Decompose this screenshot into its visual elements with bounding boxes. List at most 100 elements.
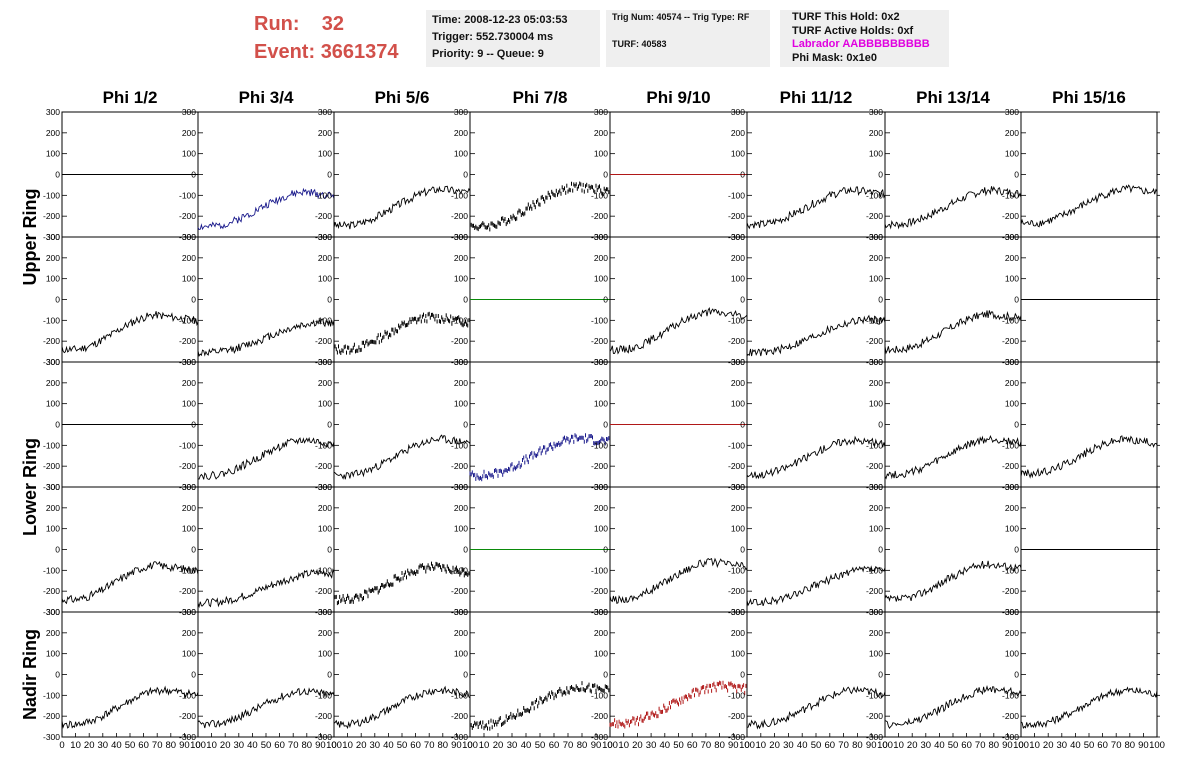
waveform-trace — [884, 685, 1022, 730]
panel-frame — [469, 361, 611, 488]
y-tick-label: -100 — [728, 315, 745, 325]
x-tick-label: 0 — [331, 740, 336, 751]
x-tick-label: 10 — [479, 740, 490, 751]
y-tick-label: 200 — [594, 253, 608, 263]
panel-frame — [197, 111, 335, 238]
x-tick-label: 40 — [111, 740, 122, 751]
y-tick-label: 100 — [454, 649, 468, 659]
x-tick-label: 70 — [288, 740, 299, 751]
event-label: Event: — [254, 41, 316, 63]
waveform-trace — [197, 187, 335, 231]
y-tick-label: -300 — [1002, 732, 1019, 742]
panel-frame — [61, 611, 199, 738]
y-tick-label: 0 — [740, 545, 745, 555]
y-tick-label: -100 — [451, 190, 468, 200]
x-tick-label: 90 — [866, 740, 877, 751]
x-tick-label: 90 — [1002, 740, 1013, 751]
waveform-trace — [333, 685, 471, 730]
y-tick-label: -100 — [866, 190, 883, 200]
panel-frame — [884, 236, 1022, 363]
panel-frame — [884, 361, 1022, 488]
y-tick-label: 100 — [594, 649, 608, 659]
y-tick-label: -200 — [451, 461, 468, 471]
y-tick-label: -200 — [866, 586, 883, 596]
y-tick-label: -100 — [728, 690, 745, 700]
x-tick-label: 70 — [975, 740, 986, 751]
x-tick-label: 10 — [1029, 740, 1040, 751]
x-tick-label: 10 — [756, 740, 767, 751]
y-tick-label: 300 — [182, 232, 196, 242]
waveform-trace — [746, 314, 886, 357]
y-tick-label: -100 — [1002, 190, 1019, 200]
time-text: Time: 2008-12-23 05:03:53 — [432, 14, 568, 26]
y-tick-label: 300 — [869, 357, 883, 367]
y-tick-label: 300 — [1005, 107, 1019, 117]
x-tick-label: 30 — [921, 740, 932, 751]
y-tick-label: -100 — [179, 440, 196, 450]
x-tick-label: 50 — [948, 740, 959, 751]
y-tick-label: -100 — [1002, 440, 1019, 450]
panel-frame — [61, 486, 199, 613]
y-tick-label: 0 — [1014, 295, 1019, 305]
y-tick-label: -100 — [451, 565, 468, 575]
y-tick-label: 200 — [454, 378, 468, 388]
y-tick-label: -100 — [315, 690, 332, 700]
panel-frame — [61, 236, 199, 363]
x-tick-label: 20 — [1043, 740, 1054, 751]
y-tick-label: -100 — [866, 690, 883, 700]
panel-frame — [884, 486, 1022, 613]
x-tick-label: 60 — [825, 740, 836, 751]
panel-frame — [469, 111, 611, 238]
y-tick-label: 200 — [594, 128, 608, 138]
y-tick-label: 200 — [46, 503, 60, 513]
x-tick-label: 20 — [632, 740, 643, 751]
y-tick-label: 300 — [454, 232, 468, 242]
waveform-trace — [197, 687, 335, 729]
y-tick-label: -200 — [866, 336, 883, 346]
y-tick-label: 300 — [46, 232, 60, 242]
waveform-trace — [1020, 686, 1158, 730]
x-tick-label: 90 — [315, 740, 326, 751]
waveform-trace — [197, 317, 335, 357]
panel-frame — [609, 486, 748, 613]
turf-active-text: TURF Active Holds: 0xf — [792, 24, 914, 37]
y-tick-label: 200 — [454, 503, 468, 513]
y-tick-label: 0 — [1014, 170, 1019, 180]
panel-frame — [333, 486, 471, 613]
y-tick-label: 300 — [454, 357, 468, 367]
y-tick-label: -100 — [43, 690, 60, 700]
y-tick-label: 200 — [454, 128, 468, 138]
y-tick-label: 300 — [454, 482, 468, 492]
x-tick-label: 10 — [893, 740, 904, 751]
y-tick-label: 100 — [454, 274, 468, 284]
y-tick-label: 200 — [182, 378, 196, 388]
y-tick-label: 200 — [1005, 378, 1019, 388]
y-tick-label: -100 — [451, 690, 468, 700]
phi-mask-text: Phi Mask: 0x1e0 — [792, 51, 877, 64]
x-tick-label: 40 — [1070, 740, 1081, 751]
x-tick-label: 60 — [410, 740, 421, 751]
x-tick-label: 40 — [660, 740, 671, 751]
y-tick-label: 300 — [318, 607, 332, 617]
waveform-trace — [884, 310, 1022, 355]
y-tick-label: 200 — [318, 253, 332, 263]
y-tick-label: 300 — [46, 107, 60, 117]
y-tick-label: 100 — [731, 649, 745, 659]
y-tick-label: -100 — [43, 440, 60, 450]
y-tick-label: 300 — [1005, 357, 1019, 367]
y-tick-label: 0 — [603, 420, 608, 430]
panel-frame — [333, 361, 471, 488]
x-tick-label: 80 — [989, 740, 1000, 751]
y-tick-label: -100 — [451, 440, 468, 450]
waveform-trace — [1020, 435, 1158, 479]
y-tick-label: 100 — [454, 524, 468, 534]
x-tick-label: 40 — [383, 740, 394, 751]
y-tick-label: -200 — [43, 586, 60, 596]
x-tick-label: 40 — [521, 740, 532, 751]
y-tick-label: 100 — [182, 399, 196, 409]
y-tick-label: 0 — [463, 420, 468, 430]
y-tick-label: -300 — [315, 732, 332, 742]
y-tick-label: 200 — [318, 128, 332, 138]
y-tick-label: 200 — [46, 378, 60, 388]
panel-frame — [197, 486, 335, 613]
